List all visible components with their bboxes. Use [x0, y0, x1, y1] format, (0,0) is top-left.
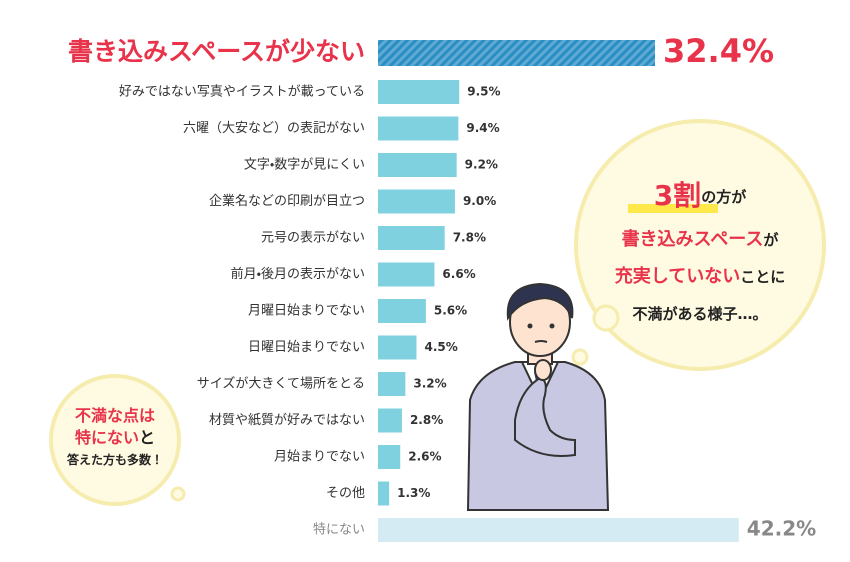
category-label: 日曜日始まりでない	[248, 340, 365, 355]
category-label: 月曜日始まりでない	[248, 304, 365, 319]
annotation-text: が	[763, 231, 779, 249]
category-label: 企業名などの印刷が目立つ	[209, 193, 365, 209]
annotation-text: 充実していない	[615, 265, 740, 287]
value-label: 2.6%	[408, 450, 441, 464]
value-label: 1.3%	[397, 486, 430, 500]
bar	[378, 226, 445, 250]
annotation-line: 3割の方が	[654, 179, 747, 212]
value-label: 6.6%	[442, 267, 475, 281]
bar	[378, 335, 417, 360]
value-label: 5.6%	[434, 304, 467, 318]
category-label: サイズが大きくて場所をとる	[197, 376, 365, 392]
value-label: 4.5%	[424, 340, 457, 354]
annotation-text: 特にない	[75, 428, 139, 447]
category-label: 書き込みスペースが少ない	[68, 37, 365, 66]
category-label: 月始まりでない	[274, 450, 365, 465]
annotation-text: の方が	[701, 188, 747, 206]
bar	[378, 445, 401, 469]
value-label: 9.2%	[465, 158, 498, 172]
category-label: 材質や紙質が好みではない	[209, 412, 365, 428]
category-label: 特にない	[313, 523, 365, 538]
annotation-text: 答えた方も多数！	[66, 452, 163, 467]
bar	[378, 481, 390, 506]
annotation-text: 3割	[654, 179, 701, 212]
value-label: 32.4%	[663, 32, 774, 70]
bar	[378, 189, 455, 214]
value-label: 3.2%	[413, 377, 446, 391]
category-label: 好みではない写真やイラストが載っている	[119, 85, 365, 100]
annotation-text: と	[139, 428, 155, 447]
category-label: 元号の表示がない	[261, 231, 365, 246]
value-label: 9.0%	[463, 194, 496, 208]
right-bubble	[571, 119, 826, 371]
annotation-text: 書き込みスペース	[622, 229, 764, 250]
bar	[378, 116, 459, 141]
bar	[378, 153, 457, 177]
annotation-text: ことに	[740, 268, 785, 286]
person-illustration	[466, 282, 610, 511]
annotation-line: 不満がある様子…。	[632, 305, 767, 323]
bar	[378, 408, 402, 433]
annotation-line: 充実していないことに	[615, 265, 785, 287]
annotation-line: 答えた方も多数！	[66, 452, 163, 467]
left-bubble	[49, 374, 186, 506]
annotation-line: 書き込みスペースが	[622, 229, 780, 250]
bar	[378, 299, 426, 323]
value-label: 7.8%	[453, 231, 486, 245]
value-label: 42.2%	[747, 517, 816, 541]
bar-stripes	[378, 40, 656, 66]
annotation-line: 不満な点は	[75, 406, 155, 425]
annotation-line: 特にないと	[75, 428, 155, 447]
value-label: 2.8%	[410, 413, 443, 427]
annotation-text: 不満がある様子…。	[632, 305, 767, 323]
category-label: 前月・後月の表示がない	[231, 266, 365, 282]
bar	[378, 262, 435, 287]
bar	[378, 518, 739, 542]
value-label: 9.5%	[467, 85, 500, 99]
annotation-text: 不満な点は	[75, 406, 155, 425]
bar	[378, 80, 460, 104]
category-label: 文字・数字が見にくい	[244, 158, 365, 173]
bar	[378, 372, 406, 396]
category-label: その他	[326, 486, 365, 501]
value-label: 9.4%	[466, 121, 499, 135]
category-label: 六曜（大安など）の表記がない	[183, 121, 365, 136]
